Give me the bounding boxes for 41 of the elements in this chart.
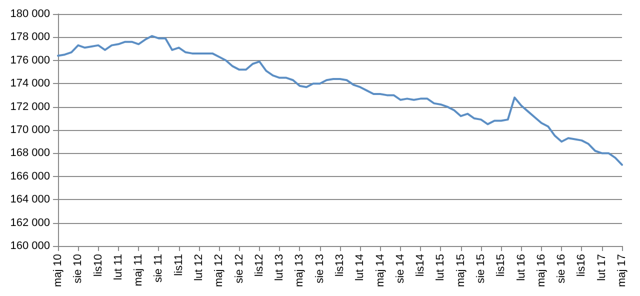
x-tick-label: lut 17 <box>596 254 608 281</box>
x-tick-label: lut 14 <box>354 254 366 281</box>
x-tick-label: lis14 <box>414 254 427 277</box>
y-tick-label: 174 000 <box>10 78 50 90</box>
x-tick-label: sie 15 <box>475 254 487 284</box>
x-tick-label: lut 15 <box>434 254 447 281</box>
x-tick-label: lut 12 <box>193 254 205 281</box>
x-tick-label: sie 13 <box>314 254 326 284</box>
x-tick-label: maj 11 <box>132 254 145 286</box>
line-series <box>57 35 623 166</box>
x-tick-label: lis11 <box>172 254 185 276</box>
x-tick-label: maj 10 <box>52 254 64 288</box>
y-tick-label: 172 000 <box>10 100 50 113</box>
y-tick-label: 160 000 <box>10 240 50 252</box>
y-tick-label: 166 000 <box>10 170 50 182</box>
x-tick-label: maj 12 <box>213 254 226 288</box>
x-tick-label: sie 12 <box>233 254 246 284</box>
y-tick-label: 162 000 <box>10 216 50 229</box>
x-tick-label: lis12 <box>253 254 266 277</box>
x-tick-label: lut 16 <box>515 254 528 281</box>
y-tick-label: 164 000 <box>10 194 50 206</box>
x-tick-label: lut 13 <box>274 254 286 281</box>
y-tick-label: 180 000 <box>10 8 50 20</box>
x-tick-label: lis15 <box>495 254 508 277</box>
x-tick-label: sie 16 <box>556 254 568 284</box>
x-tick-label: sie 14 <box>394 254 406 284</box>
x-tick-label: lis10 <box>92 254 104 277</box>
x-tick-label: lut 11 <box>112 254 124 280</box>
y-tick-label: 178 000 <box>10 31 50 44</box>
y-tick-label: 170 000 <box>10 124 50 136</box>
x-tick-label: lis16 <box>576 254 588 277</box>
x-tick-label: maj 13 <box>294 254 306 288</box>
x-tick-label: maj 15 <box>454 254 467 288</box>
x-tick-label: maj 16 <box>535 254 548 288</box>
x-tick-label: sie 11 <box>152 254 165 283</box>
y-tick-label: 168 000 <box>10 147 50 160</box>
y-tick-label: 176 000 <box>10 54 50 66</box>
x-tick-label: maj 14 <box>374 254 386 288</box>
x-tick-label: sie 10 <box>72 254 84 284</box>
x-tick-label: maj 17 <box>616 254 628 288</box>
x-tick-label: lis13 <box>334 254 346 277</box>
